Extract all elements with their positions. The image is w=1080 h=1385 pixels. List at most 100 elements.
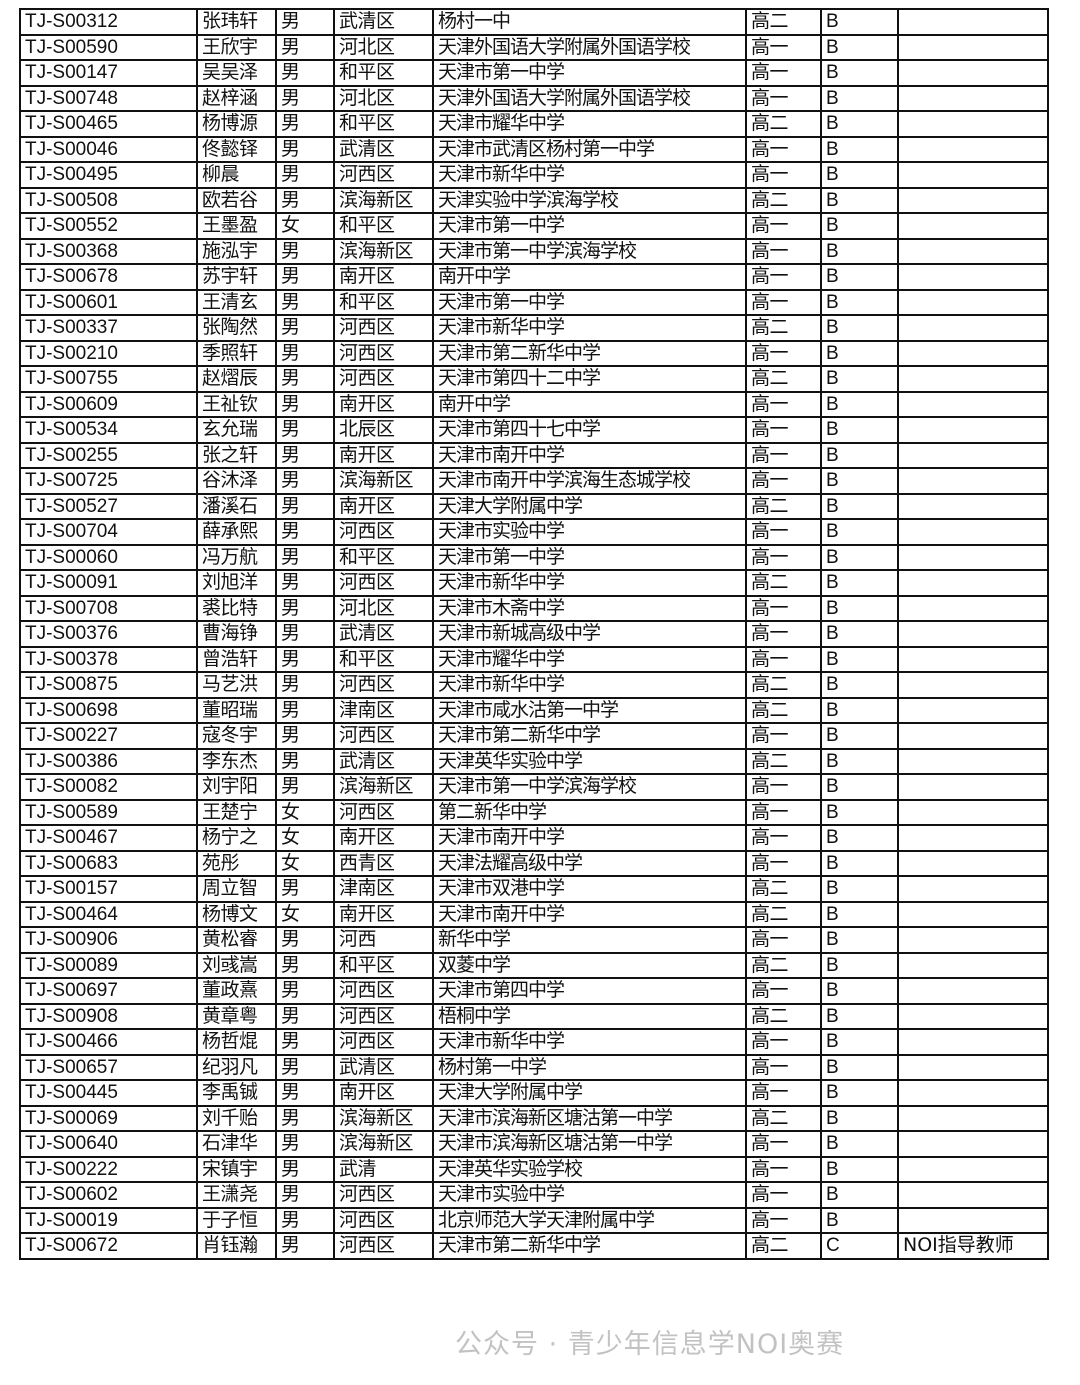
student-id-cell: TJ-S00210 [19,339,198,367]
student-id-cell: TJ-S00683 [19,849,198,877]
student-id-cell: TJ-S00908 [19,1002,198,1030]
name-cell: 欧若谷 [196,186,277,214]
student-id-cell: TJ-S00091 [19,569,198,597]
name-cell: 佟懿铎 [196,135,277,163]
grade-cell: 高一 [745,33,822,61]
district-cell: 南开区 [333,900,434,928]
school-cell: 天津市南开中学滨海生态城学校 [432,467,747,495]
table-row: TJ-S00157 周立智男津南区 天津市双港中学 高二 B [19,875,1049,903]
note-cell [897,671,1049,699]
level-cell: B [820,1155,899,1183]
table-row: TJ-S00465 杨博源男和平区 天津市耀华中学 高二 B [19,110,1049,138]
name-cell: 王欣宇 [196,33,277,61]
grade-cell: 高一 [745,467,822,495]
gender-cell: 男 [275,696,335,724]
note-cell [897,1002,1049,1030]
name-cell: 季照轩 [196,339,277,367]
student-id-cell: TJ-S00755 [19,365,198,393]
student-id-cell: TJ-S00678 [19,263,198,291]
grade-cell: 高二 [745,186,822,214]
name-cell: 纪羽凡 [196,1053,277,1081]
student-id-cell: TJ-S00312 [19,8,198,36]
student-id-cell: TJ-S00337 [19,314,198,342]
student-id-cell: TJ-S00657 [19,1053,198,1081]
level-cell: B [820,875,899,903]
gender-cell: 女 [275,212,335,240]
student-id-cell: TJ-S00157 [19,875,198,903]
grade-cell: 高一 [745,237,822,265]
grade-cell: 高一 [745,288,822,316]
grade-cell: 高一 [745,849,822,877]
district-cell: 武清区 [333,747,434,775]
district-cell: 河西区 [333,339,434,367]
note-cell [897,263,1049,291]
grade-cell: 高一 [745,263,822,291]
note-cell [897,441,1049,469]
grade-cell: 高一 [745,977,822,1005]
gender-cell: 女 [275,824,335,852]
school-cell: 梧桐中学 [432,1002,747,1030]
level-cell: B [820,212,899,240]
district-cell: 津南区 [333,696,434,724]
student-id-cell: TJ-S00019 [19,1206,198,1234]
table-row: TJ-S00368 施泓宇男滨海新区 天津市第一中学滨海学校 高一 B [19,237,1049,265]
level-cell: B [820,798,899,826]
note-cell [897,33,1049,61]
level-cell: B [820,314,899,342]
grade-cell: 高一 [745,1028,822,1056]
note-cell [897,467,1049,495]
district-cell: 河西区 [333,722,434,750]
level-cell: B [820,33,899,61]
table-row: TJ-S00601 王清玄男和平区 天津市第一中学 高一 B [19,288,1049,316]
table-row: TJ-S00466 杨哲焜男河西区 天津市新华中学 高一 B [19,1028,1049,1056]
school-cell: 天津市耀华中学 [432,110,747,138]
grade-cell: 高一 [745,161,822,189]
note-cell [897,1053,1049,1081]
note-cell [897,747,1049,775]
note-cell [897,492,1049,520]
district-cell: 和平区 [333,212,434,240]
grade-cell: 高一 [745,390,822,418]
table-row: TJ-S00222 宋镇宇男武清 天津英华实验学校 高一 B [19,1155,1049,1183]
gender-cell: 男 [275,1232,335,1260]
district-cell: 河西 [333,926,434,954]
student-id-cell: TJ-S00467 [19,824,198,852]
school-cell: 天津市双港中学 [432,875,747,903]
student-id-cell: TJ-S00534 [19,416,198,444]
note-cell [897,59,1049,87]
school-cell: 天津实验中学滨海学校 [432,186,747,214]
name-cell: 刘旭洋 [196,569,277,597]
district-cell: 河西区 [333,314,434,342]
student-id-cell: TJ-S00640 [19,1130,198,1158]
gender-cell: 男 [275,135,335,163]
table-row: TJ-S00467 杨宁之女南开区 天津市南开中学 高一 B [19,824,1049,852]
district-cell: 滨海新区 [333,186,434,214]
school-cell: 天津市第一中学滨海学校 [432,773,747,801]
student-id-cell: TJ-S00552 [19,212,198,240]
note-cell [897,186,1049,214]
gender-cell: 男 [275,416,335,444]
level-cell: B [820,594,899,622]
school-cell: 天津市第二新华中学 [432,722,747,750]
school-cell: 新华中学 [432,926,747,954]
district-cell: 河西区 [333,569,434,597]
school-cell: 杨村一中 [432,8,747,36]
school-cell: 天津市实验中学 [432,1181,747,1209]
table-row: TJ-S00552 王墨盈女和平区 天津市第一中学 高一 B [19,212,1049,240]
school-cell: 天津市第二新华中学 [432,339,747,367]
student-id-cell: TJ-S00386 [19,747,198,775]
grade-cell: 高二 [745,110,822,138]
district-cell: 河西区 [333,1002,434,1030]
name-cell: 张之轩 [196,441,277,469]
name-cell: 张玮轩 [196,8,277,36]
student-id-cell: TJ-S00147 [19,59,198,87]
table-row: TJ-S00678 苏宇轩男南开区 南开中学 高一 B [19,263,1049,291]
district-cell: 滨海新区 [333,237,434,265]
gender-cell: 男 [275,467,335,495]
student-id-cell: TJ-S00227 [19,722,198,750]
watermark: 公众号 · 青少年信息学NOI奥赛 [455,1329,845,1360]
level-cell: B [820,951,899,979]
gender-cell: 男 [275,1181,335,1209]
district-cell: 滨海新区 [333,1130,434,1158]
table-row: TJ-S00337 张陶然男河西区 天津市新华中学 高二 B [19,314,1049,342]
